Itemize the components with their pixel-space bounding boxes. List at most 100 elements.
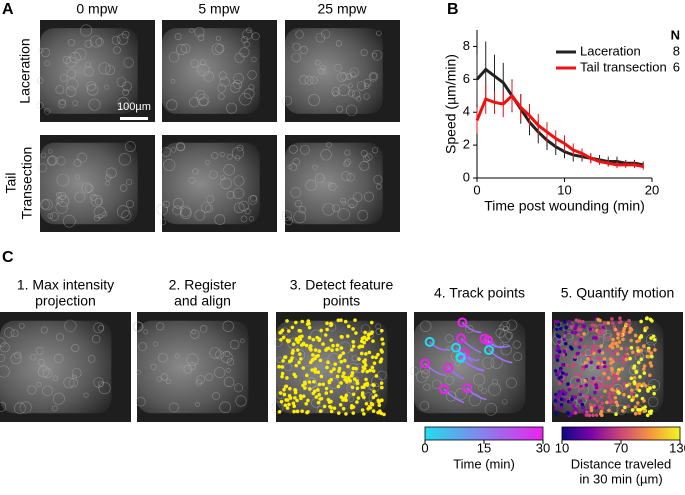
cell-texture — [236, 144, 244, 152]
motion-point — [639, 357, 644, 362]
cell-texture — [232, 187, 245, 200]
cell-texture — [344, 158, 352, 166]
motion-point — [650, 354, 654, 359]
cell-texture — [47, 213, 54, 219]
cell-texture — [226, 368, 231, 373]
cell-texture — [371, 147, 378, 154]
feature-point — [363, 382, 367, 387]
motion-point — [593, 390, 597, 395]
tissue — [137, 320, 249, 414]
motion-point — [646, 348, 651, 353]
motion-point — [624, 354, 629, 358]
cell-texture — [143, 329, 149, 335]
feature-point — [380, 337, 384, 342]
cell-texture — [77, 152, 88, 163]
step-title: points — [323, 293, 360, 309]
feature-point — [336, 384, 341, 389]
cell-texture — [616, 404, 627, 415]
cell-texture — [419, 320, 432, 332]
motion-point — [579, 327, 583, 332]
motion-point — [646, 389, 650, 393]
tissue — [414, 320, 526, 414]
motion-point — [632, 376, 637, 380]
motion-point — [616, 332, 620, 336]
cell-texture — [340, 72, 349, 81]
cell-texture — [363, 78, 372, 87]
cell-texture — [37, 163, 47, 173]
cell-texture — [80, 24, 93, 37]
cell-texture — [363, 83, 370, 89]
feature-point — [355, 400, 359, 404]
feature-point — [357, 357, 361, 361]
cell-texture — [239, 92, 252, 106]
cell-texture — [117, 33, 129, 45]
motion-point — [555, 358, 560, 363]
motion-point — [645, 326, 649, 330]
legend-label: Laceration — [580, 43, 641, 58]
feature-point — [371, 383, 375, 387]
motion-point — [633, 333, 638, 338]
motion-point — [562, 337, 566, 342]
feature-point — [291, 342, 296, 347]
cell-texture — [349, 71, 357, 79]
feature-point — [349, 373, 354, 378]
feature-point — [326, 346, 331, 351]
cell-texture — [156, 203, 168, 216]
motion-point — [594, 336, 598, 340]
cell-texture — [648, 379, 661, 392]
motion-point — [564, 325, 568, 330]
cell-texture — [332, 90, 339, 97]
cell-texture — [328, 182, 337, 191]
cell-texture — [135, 396, 146, 407]
cell-texture — [71, 343, 80, 353]
cell-texture — [455, 387, 468, 400]
cell-texture — [345, 73, 353, 80]
motion-point — [614, 412, 618, 417]
feature-point — [351, 340, 356, 344]
cell-texture — [176, 44, 188, 56]
feature-point — [307, 335, 312, 340]
cell-texture — [104, 84, 110, 90]
cell-texture — [473, 373, 486, 386]
cell-texture — [106, 167, 117, 179]
feature-point — [345, 380, 349, 384]
cell-texture — [91, 334, 101, 344]
motion-point — [627, 319, 631, 323]
cell-texture — [416, 371, 428, 383]
motion-point — [641, 367, 646, 371]
track-point — [424, 336, 435, 347]
motion-point — [624, 357, 629, 362]
motion-point — [562, 320, 567, 324]
motion-point — [629, 391, 634, 396]
motion-point — [570, 384, 574, 388]
motion-point — [573, 411, 578, 415]
cell-texture — [355, 96, 362, 102]
feature-point — [321, 382, 326, 387]
feature-point — [335, 374, 340, 379]
cell-texture — [369, 73, 378, 81]
cell-texture — [194, 26, 205, 38]
motion-point — [630, 388, 634, 393]
cell-texture — [363, 191, 374, 202]
motion-point — [630, 408, 635, 412]
cell-texture — [241, 36, 249, 44]
motion-point — [610, 341, 615, 346]
feature-point — [330, 348, 334, 353]
cell-texture — [162, 200, 170, 208]
motion-point — [614, 374, 619, 379]
cell-texture — [122, 88, 130, 96]
cell-texture — [117, 97, 130, 109]
feature-point — [354, 366, 358, 371]
motion-point — [608, 344, 613, 349]
feature-point — [299, 357, 303, 361]
feature-point — [309, 360, 313, 365]
cell-texture — [152, 341, 158, 347]
legend-label: Tail transection — [580, 59, 667, 74]
feature-point — [340, 335, 344, 339]
feature-point — [287, 402, 291, 407]
cell-texture — [334, 63, 342, 72]
feature-point — [336, 411, 341, 415]
feature-point — [292, 409, 296, 414]
track-point — [462, 383, 473, 394]
